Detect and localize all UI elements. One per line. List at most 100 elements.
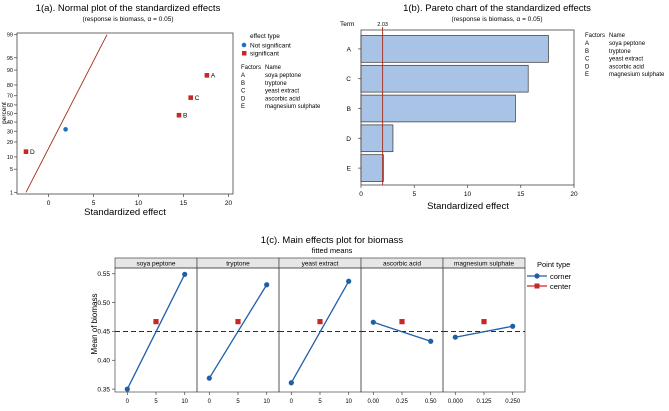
legend-center-label: center [550, 282, 571, 291]
factor-name: tryptone [265, 81, 287, 87]
main-effects-title: 1(c). Main effects plot for biomass [261, 235, 404, 246]
normal-x-tick-label: 20 [225, 200, 233, 207]
factor-name: tryptone [609, 49, 631, 55]
corner-point [288, 380, 294, 386]
normal-plot-legend-title: effect type [250, 33, 280, 40]
main-y-tick-label: 0.55 [97, 271, 110, 278]
normal-plot-title: 1(a). Normal plot of the standardized ef… [36, 3, 221, 14]
pareto-bar [360, 94, 516, 123]
main-x-tick-label: 5 [154, 399, 158, 405]
pareto-marks: A C B D E 0 5 10 15 20 2.03 [346, 22, 578, 198]
legend-significant-marker [242, 51, 247, 56]
pareto-ylabel: Term [340, 21, 354, 28]
pareto-reference-label: 2.03 [377, 22, 388, 28]
pareto-factors-header-1: Factors [585, 33, 605, 39]
factor-code: C [585, 57, 590, 63]
main-x-tick-label: 0.00 [367, 399, 379, 405]
main-effects-marks: 0.35 0.40 0.45 0.50 0.55 soya peptone 0 5 10 tryp… [97, 257, 526, 405]
effect-point-label: B [183, 112, 187, 119]
pareto-category-label: D [346, 136, 351, 143]
main-x-tick-label: 0.50 [425, 399, 437, 405]
normal-y-tick-label: 50 [7, 112, 13, 118]
pareto-bar [360, 35, 549, 63]
center-point [153, 319, 159, 325]
pareto-x-tick-label: 0 [359, 191, 363, 198]
factor-code: E [241, 104, 245, 110]
normal-x-tick-label: 5 [92, 200, 96, 207]
main-x-tick-label: 0 [126, 399, 130, 405]
normal-factors-header-1: Factors [241, 65, 261, 71]
legend-significant-label: significant [250, 51, 279, 58]
main-y-tick-label: 0.50 [97, 300, 110, 307]
main-x-tick-label: 0.125 [476, 399, 492, 405]
pareto-x-tick-label: 10 [464, 191, 472, 198]
panel-frame [278, 267, 362, 393]
effect-point-label: C [195, 95, 200, 102]
panel-frame [114, 267, 198, 393]
panel-frame [442, 267, 526, 393]
corner-effect-line [290, 280, 350, 384]
legend-corner-marker [534, 273, 540, 279]
significant-effect-point [204, 73, 210, 78]
normal-plot-marks: D B C A [23, 34, 216, 193]
factor-name: yeast extract [265, 89, 299, 95]
main-effects-legend-title: Point type [537, 260, 570, 269]
normal-reference-line [25, 34, 108, 193]
normal-y-tick-label: 10 [7, 155, 13, 161]
normal-y-tick-label: 1 [10, 190, 13, 196]
normal-y-tick-label: 30 [7, 129, 13, 135]
pareto-x-tick-label: 5 [412, 191, 416, 198]
center-point [317, 319, 323, 325]
normal-x-tick-label: 0 [47, 200, 51, 207]
center-point [235, 319, 241, 325]
center-point [399, 319, 405, 325]
panel-header-label: yeast extract [302, 261, 339, 268]
factor-name: ascorbic acid [609, 64, 644, 70]
pareto-bar [360, 64, 529, 93]
main-x-tick-label: 0 [290, 399, 294, 405]
pareto-bar [360, 154, 384, 182]
corner-point [206, 375, 212, 381]
corner-point [452, 334, 458, 340]
factor-code: B [241, 81, 245, 87]
factor-name: ascorbic acid [265, 96, 300, 102]
legend-not-significant-label: Not significant [250, 43, 291, 50]
corner-effect-line [373, 321, 431, 342]
normal-plot: 1(a). Normal plot of the standardized ef… [1, 3, 321, 218]
corner-effect-line [208, 284, 268, 379]
pareto-bar [360, 124, 394, 153]
corner-effect-line [126, 274, 186, 390]
pareto-category-label: E [347, 166, 352, 173]
pareto-title: 1(b). Pareto chart of the standardized e… [403, 3, 591, 14]
center-point [481, 319, 487, 325]
legend-center-marker [534, 283, 540, 289]
factor-code: E [585, 72, 589, 78]
not-significant-effect-point [63, 127, 68, 132]
pareto-factors-header-2: Name [609, 33, 626, 39]
normal-x-tick-label: 15 [180, 200, 188, 207]
main-x-tick-label: 5 [318, 399, 322, 405]
main-y-tick-label: 0.35 [97, 386, 110, 393]
pareto-x-tick-label: 20 [570, 191, 578, 198]
normal-y-tick-label: 70 [7, 94, 13, 100]
normal-y-tick-label: 20 [7, 140, 13, 146]
normal-y-tick-label: 5 [10, 167, 13, 173]
main-y-tick-label: 0.40 [97, 358, 110, 365]
factor-code: B [585, 49, 589, 55]
main-y-tick-label: 0.45 [97, 329, 110, 336]
factor-code: D [585, 64, 590, 70]
main-x-tick-label: 10 [263, 399, 270, 405]
factor-code: A [585, 41, 589, 47]
main-x-tick-label: 0.25 [396, 399, 408, 405]
panel-frame [360, 267, 444, 393]
factor-name: yeast extract [609, 57, 643, 63]
main-x-tick-label: 10 [345, 399, 352, 405]
pareto-chart: 1(b). Pareto chart of the standardized e… [340, 3, 665, 212]
corner-point [510, 323, 516, 329]
effect-point-label: D [30, 149, 35, 156]
pareto-category-label: A [347, 46, 352, 53]
effect-point-label: A [211, 73, 216, 80]
